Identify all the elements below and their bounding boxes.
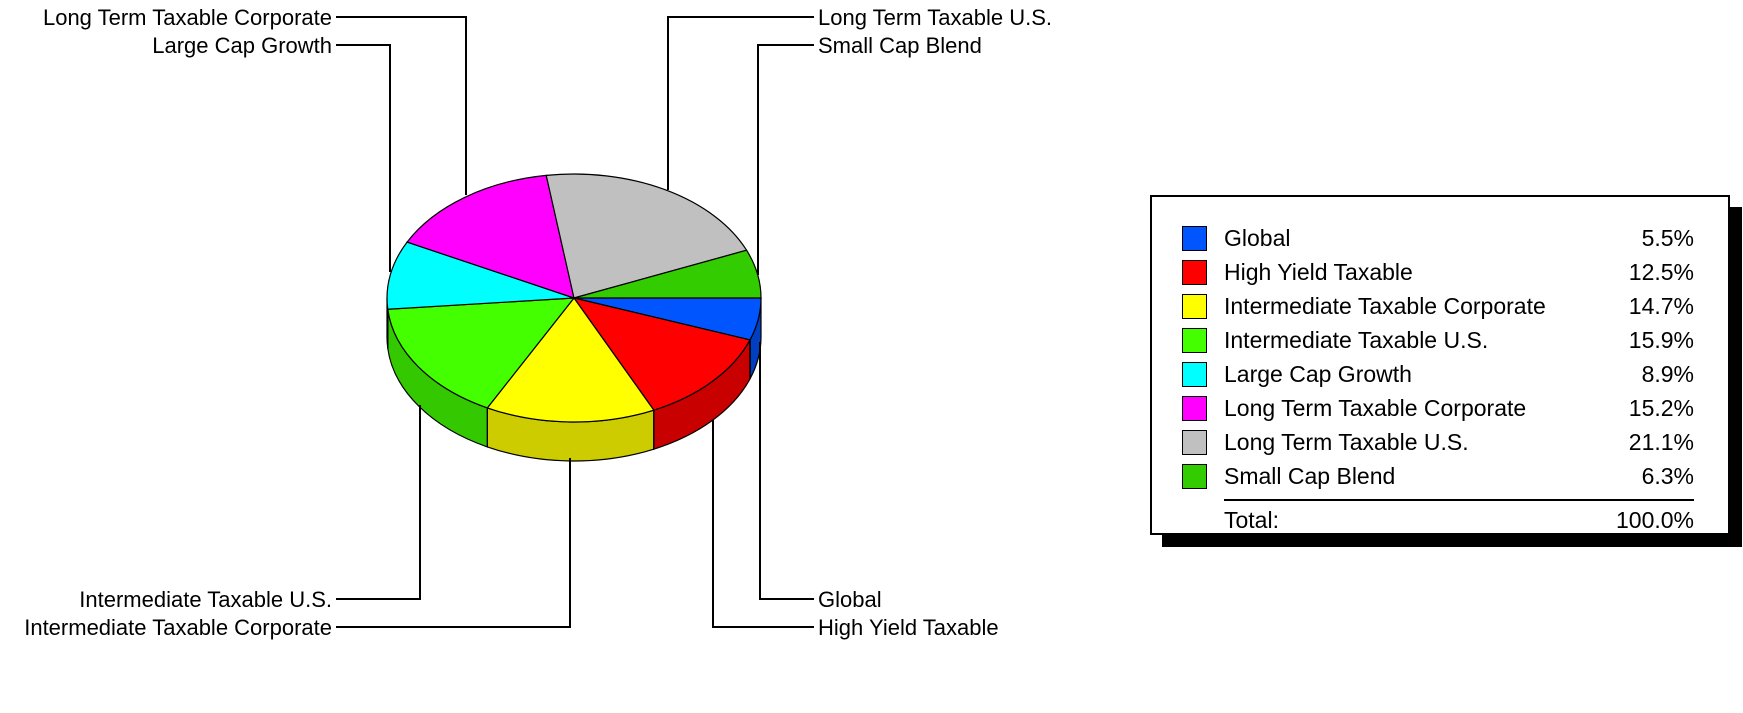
pie-slice-intermediate-taxable-corporate <box>486 296 655 423</box>
legend-value: 21.1% <box>1628 428 1694 455</box>
callout-label-global: Global <box>818 587 882 612</box>
pie-top <box>386 173 762 423</box>
callout-leader-small-cap-blend <box>757 44 814 275</box>
legend-value: 12.5% <box>1628 258 1694 285</box>
legend-value: 14.7% <box>1628 292 1694 319</box>
pie-slice-long-term-taxable-corporate <box>406 174 575 299</box>
legend-value: 8.9% <box>1641 360 1694 387</box>
callout-leaders <box>336 16 814 628</box>
legend-value: 5.5% <box>1641 224 1694 251</box>
legend-value: 6.3% <box>1641 462 1694 489</box>
legend-item-large-cap-growth: Large Cap Growth 8.9% <box>1182 357 1694 391</box>
legend-label: Long Term Taxable U.S. <box>1224 428 1469 455</box>
legend-item-global: Global 5.5% <box>1182 221 1694 255</box>
legend-rows: Global 5.5% High Yield Taxable 12.5% Interme… <box>1182 221 1694 493</box>
callout-label-large-cap-growth: Large Cap Growth <box>152 33 332 58</box>
callout-label-high-yield-taxable: High Yield Taxable <box>818 615 999 640</box>
legend-item-intermediate-taxable-u-s: Intermediate Taxable U.S. 15.9% <box>1182 323 1694 357</box>
legend-swatch <box>1182 429 1207 455</box>
legend-label: Long Term Taxable Corporate <box>1224 394 1527 421</box>
legend: Global 5.5% High Yield Taxable 12.5% Interme… <box>1150 195 1730 535</box>
legend-label: Large Cap Growth <box>1224 360 1412 387</box>
callout-label-small-cap-blend: Small Cap Blend <box>818 33 982 58</box>
legend-total-label: Total: <box>1224 506 1279 533</box>
legend-swatch <box>1182 293 1207 319</box>
callout-leader-intermediate-taxable-corporate <box>336 458 571 628</box>
legend-swatch <box>1182 361 1207 387</box>
callout-labels: Global High Yield Taxable Intermediate Tax… <box>24 5 1052 640</box>
callout-leader-high-yield-taxable <box>712 420 814 628</box>
callout-label-long-term-taxable-corporate: Long Term Taxable Corporate <box>43 5 332 30</box>
legend-swatch <box>1182 225 1207 251</box>
pie-slice-intermediate-taxable-u-s <box>387 297 576 409</box>
callout-leader-global <box>759 342 814 600</box>
callout-leader-intermediate-taxable-u-s <box>336 405 421 600</box>
legend-item-long-term-taxable-corporate: Long Term Taxable Corporate 15.2% <box>1182 391 1694 425</box>
legend-swatch <box>1182 259 1207 285</box>
pie-slice-long-term-taxable-u-s <box>545 173 748 299</box>
callout-label-intermediate-taxable-u-s: Intermediate Taxable U.S. <box>79 587 332 612</box>
legend-item-intermediate-taxable-corporate: Intermediate Taxable Corporate 14.7% <box>1182 289 1694 323</box>
legend-item-high-yield-taxable: High Yield Taxable 12.5% <box>1182 255 1694 289</box>
legend-total-row: Total: 100.0% <box>1224 499 1694 539</box>
callout-leader-long-term-taxable-u-s <box>667 16 814 190</box>
legend-label: High Yield Taxable <box>1224 258 1413 285</box>
legend-label: Intermediate Taxable U.S. <box>1224 326 1489 353</box>
legend-swatch <box>1182 327 1207 353</box>
legend-swatch <box>1182 395 1207 421</box>
pie-slice-large-cap-growth <box>386 241 575 310</box>
legend-label: Global <box>1224 224 1291 251</box>
legend-value: 15.2% <box>1628 394 1694 421</box>
callout-label-long-term-taxable-u-s: Long Term Taxable U.S. <box>818 5 1052 30</box>
legend-label: Intermediate Taxable Corporate <box>1224 292 1546 319</box>
callout-label-intermediate-taxable-corporate: Intermediate Taxable Corporate <box>24 615 332 640</box>
legend-swatch <box>1182 463 1207 489</box>
legend-value: 15.9% <box>1628 326 1694 353</box>
pie-slice-high-yield-taxable <box>572 297 751 411</box>
legend-label: Small Cap Blend <box>1224 462 1396 489</box>
pie-sides <box>386 297 762 462</box>
legend-item-long-term-taxable-u-s: Long Term Taxable U.S. 21.1% <box>1182 425 1694 459</box>
callout-leader-large-cap-growth <box>336 44 391 272</box>
legend-item-small-cap-blend: Small Cap Blend 6.3% <box>1182 459 1694 493</box>
legend-total-value: 100.0% <box>1615 506 1694 533</box>
callout-leader-long-term-taxable-corporate <box>336 16 467 195</box>
